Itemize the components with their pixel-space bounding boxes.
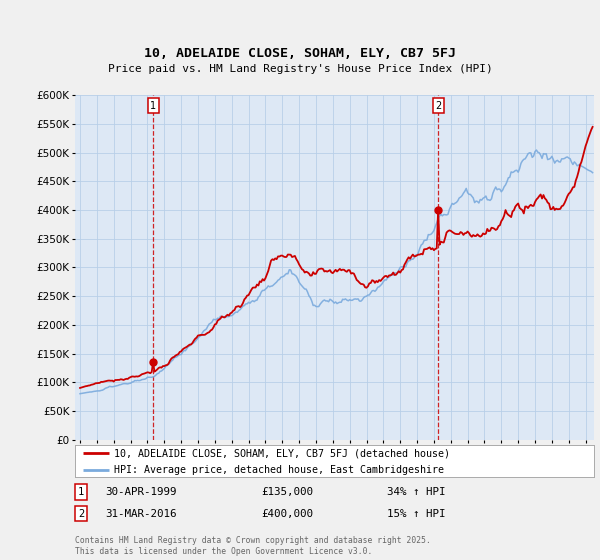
Text: 15% ↑ HPI: 15% ↑ HPI — [387, 508, 445, 519]
Text: 1: 1 — [78, 487, 84, 497]
Text: 30-APR-1999: 30-APR-1999 — [105, 487, 176, 497]
Text: £135,000: £135,000 — [261, 487, 313, 497]
Text: 2: 2 — [78, 508, 84, 519]
Text: 31-MAR-2016: 31-MAR-2016 — [105, 508, 176, 519]
Text: 10, ADELAIDE CLOSE, SOHAM, ELY, CB7 5FJ (detached house): 10, ADELAIDE CLOSE, SOHAM, ELY, CB7 5FJ … — [114, 449, 450, 459]
Text: 2: 2 — [435, 101, 441, 110]
Text: 34% ↑ HPI: 34% ↑ HPI — [387, 487, 445, 497]
Text: £400,000: £400,000 — [261, 508, 313, 519]
Text: Price paid vs. HM Land Registry's House Price Index (HPI): Price paid vs. HM Land Registry's House … — [107, 64, 493, 74]
Text: 1: 1 — [150, 101, 156, 110]
Text: 10, ADELAIDE CLOSE, SOHAM, ELY, CB7 5FJ: 10, ADELAIDE CLOSE, SOHAM, ELY, CB7 5FJ — [144, 48, 456, 60]
Text: Contains HM Land Registry data © Crown copyright and database right 2025.
This d: Contains HM Land Registry data © Crown c… — [75, 536, 431, 556]
Text: HPI: Average price, detached house, East Cambridgeshire: HPI: Average price, detached house, East… — [114, 465, 444, 475]
